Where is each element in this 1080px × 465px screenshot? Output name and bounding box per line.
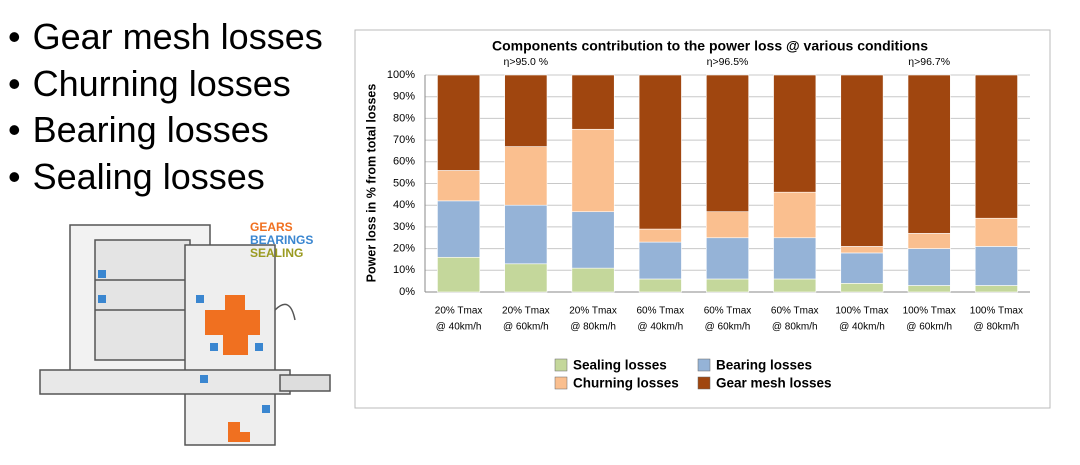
bar-segment: [706, 237, 749, 280]
bar-segment: [773, 237, 817, 280]
x-tick-label: 100% Tmax: [970, 306, 1023, 317]
chart-border: [354, 29, 1051, 409]
legend-swatch: [697, 358, 711, 372]
bar-segment: [974, 246, 1018, 286]
x-tick-label: 60% Tmax: [636, 306, 684, 317]
bar-segment: [907, 74, 951, 234]
bar-segment: [974, 74, 1018, 219]
legend-swatch: [697, 376, 711, 390]
bar-segment: [437, 170, 481, 202]
bar-segment: [706, 74, 749, 213]
y-tick-label: 70%: [393, 134, 415, 146]
legend-label: Gear mesh losses: [716, 376, 832, 391]
x-tick-label: 100% Tmax: [835, 306, 888, 317]
y-tick-label: 40%: [393, 199, 415, 211]
x-tick-label: @ 60km/h: [705, 322, 751, 333]
x-tick-label: 20% Tmax: [435, 306, 483, 317]
bar-segment: [638, 74, 682, 230]
bar-segment: [773, 191, 817, 239]
x-tick-label: @ 80km/h: [772, 322, 818, 333]
drawing-label: BEARINGS: [250, 233, 313, 247]
y-tick-label: 80%: [393, 112, 415, 124]
bar-segment: [907, 285, 951, 293]
bar-segment: [638, 278, 682, 293]
x-tick-label: 60% Tmax: [704, 306, 752, 317]
x-tick-label: @ 60km/h: [906, 322, 952, 333]
x-tick-label: 100% Tmax: [903, 306, 956, 317]
drawing-label: SEALING: [250, 246, 303, 260]
drawing-label: GEARS: [250, 220, 293, 234]
bar-segment: [504, 74, 548, 147]
x-tick-label: 20% Tmax: [502, 306, 550, 317]
y-tick-label: 0%: [399, 286, 415, 298]
bar-segment: [840, 283, 884, 293]
bar-segment: [571, 128, 615, 213]
bar-segment: [706, 211, 749, 239]
x-tick-label: @ 80km/h: [974, 322, 1020, 333]
x-tick-label: @ 40km/h: [637, 322, 683, 333]
chart-title: Components contribution to the power los…: [492, 38, 928, 54]
legend-label: Bearing losses: [716, 358, 812, 373]
legend-label: Sealing losses: [573, 358, 667, 373]
bar-segment: [840, 246, 884, 254]
y-tick-label: 10%: [393, 264, 415, 276]
x-tick-label: @ 40km/h: [436, 322, 482, 333]
bar-segment: [638, 241, 682, 280]
bar-segment: [840, 74, 884, 247]
x-tick-label: @ 80km/h: [570, 322, 616, 333]
bullet: Churning losses: [8, 61, 323, 108]
bar-segment: [974, 217, 1018, 247]
bar-segment: [974, 285, 1018, 293]
x-tick-label: @ 60km/h: [503, 322, 549, 333]
bar-segment: [907, 233, 951, 249]
legend-swatch: [554, 358, 568, 372]
bullet: Sealing losses: [8, 154, 323, 201]
bar-segment: [504, 263, 548, 293]
y-tick-label: 60%: [393, 156, 415, 168]
y-tick-label: 90%: [393, 91, 415, 103]
legend-label: Churning losses: [573, 376, 679, 391]
bar-segment: [706, 278, 749, 293]
bullet: Gear mesh losses: [8, 14, 323, 61]
gearbox-drawing: GEARS BEARINGS SEALING: [39, 220, 331, 446]
x-tick-label: @ 40km/h: [839, 322, 885, 333]
bar-segment: [504, 204, 548, 265]
y-tick-label: 30%: [393, 221, 415, 233]
bar-segment: [571, 74, 615, 130]
bar-segment: [437, 256, 481, 293]
bar-segment: [638, 228, 682, 243]
legend-swatch: [554, 376, 568, 390]
bar-segment: [773, 74, 817, 193]
y-tick-label: 100%: [387, 69, 415, 81]
y-tick-label: 20%: [393, 243, 415, 255]
bar-segment: [773, 278, 817, 293]
y-axis-title: Power loss in % from total losses: [364, 84, 378, 283]
bar-segment: [437, 74, 481, 171]
bar-segment: [437, 200, 481, 258]
bar-segment: [907, 248, 951, 286]
annotation: η>96.7%: [908, 56, 950, 68]
bar-segment: [504, 146, 548, 206]
bar-segment: [840, 252, 884, 284]
x-tick-label: 20% Tmax: [569, 306, 617, 317]
x-tick-label: 60% Tmax: [771, 306, 819, 317]
annotation: η>95.0 %: [503, 56, 548, 68]
bar-segment: [571, 211, 615, 269]
bar-segment: [571, 267, 615, 293]
bullet-list: Gear mesh losses Churning losses Bearing…: [8, 14, 323, 200]
y-tick-label: 50%: [393, 177, 415, 189]
annotation: η>96.5%: [707, 56, 749, 68]
bullet: Bearing losses: [8, 107, 323, 154]
